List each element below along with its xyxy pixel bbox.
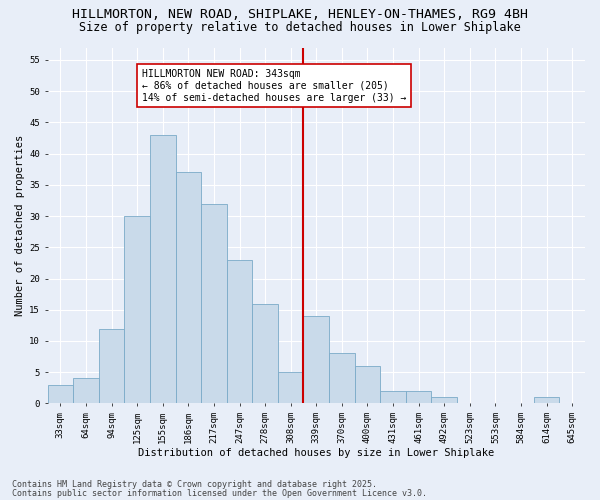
Bar: [406, 391, 431, 404]
Bar: [278, 372, 304, 404]
Bar: [47, 384, 73, 404]
Y-axis label: Number of detached properties: Number of detached properties: [15, 135, 25, 316]
Bar: [201, 204, 227, 404]
Bar: [73, 378, 99, 404]
X-axis label: Distribution of detached houses by size in Lower Shiplake: Distribution of detached houses by size …: [138, 448, 494, 458]
Text: HILLMORTON NEW ROAD: 343sqm
← 86% of detached houses are smaller (205)
14% of se: HILLMORTON NEW ROAD: 343sqm ← 86% of det…: [142, 70, 407, 102]
Bar: [252, 304, 278, 404]
Bar: [431, 397, 457, 404]
Text: Size of property relative to detached houses in Lower Shiplake: Size of property relative to detached ho…: [79, 21, 521, 34]
Text: Contains HM Land Registry data © Crown copyright and database right 2025.: Contains HM Land Registry data © Crown c…: [12, 480, 377, 489]
Text: Contains public sector information licensed under the Open Government Licence v3: Contains public sector information licen…: [12, 489, 427, 498]
Text: HILLMORTON, NEW ROAD, SHIPLAKE, HENLEY-ON-THAMES, RG9 4BH: HILLMORTON, NEW ROAD, SHIPLAKE, HENLEY-O…: [72, 8, 528, 20]
Bar: [176, 172, 201, 404]
Bar: [329, 354, 355, 404]
Bar: [227, 260, 252, 404]
Bar: [355, 366, 380, 404]
Bar: [534, 397, 559, 404]
Bar: [99, 328, 124, 404]
Bar: [380, 391, 406, 404]
Bar: [150, 135, 176, 404]
Bar: [304, 316, 329, 404]
Bar: [124, 216, 150, 404]
